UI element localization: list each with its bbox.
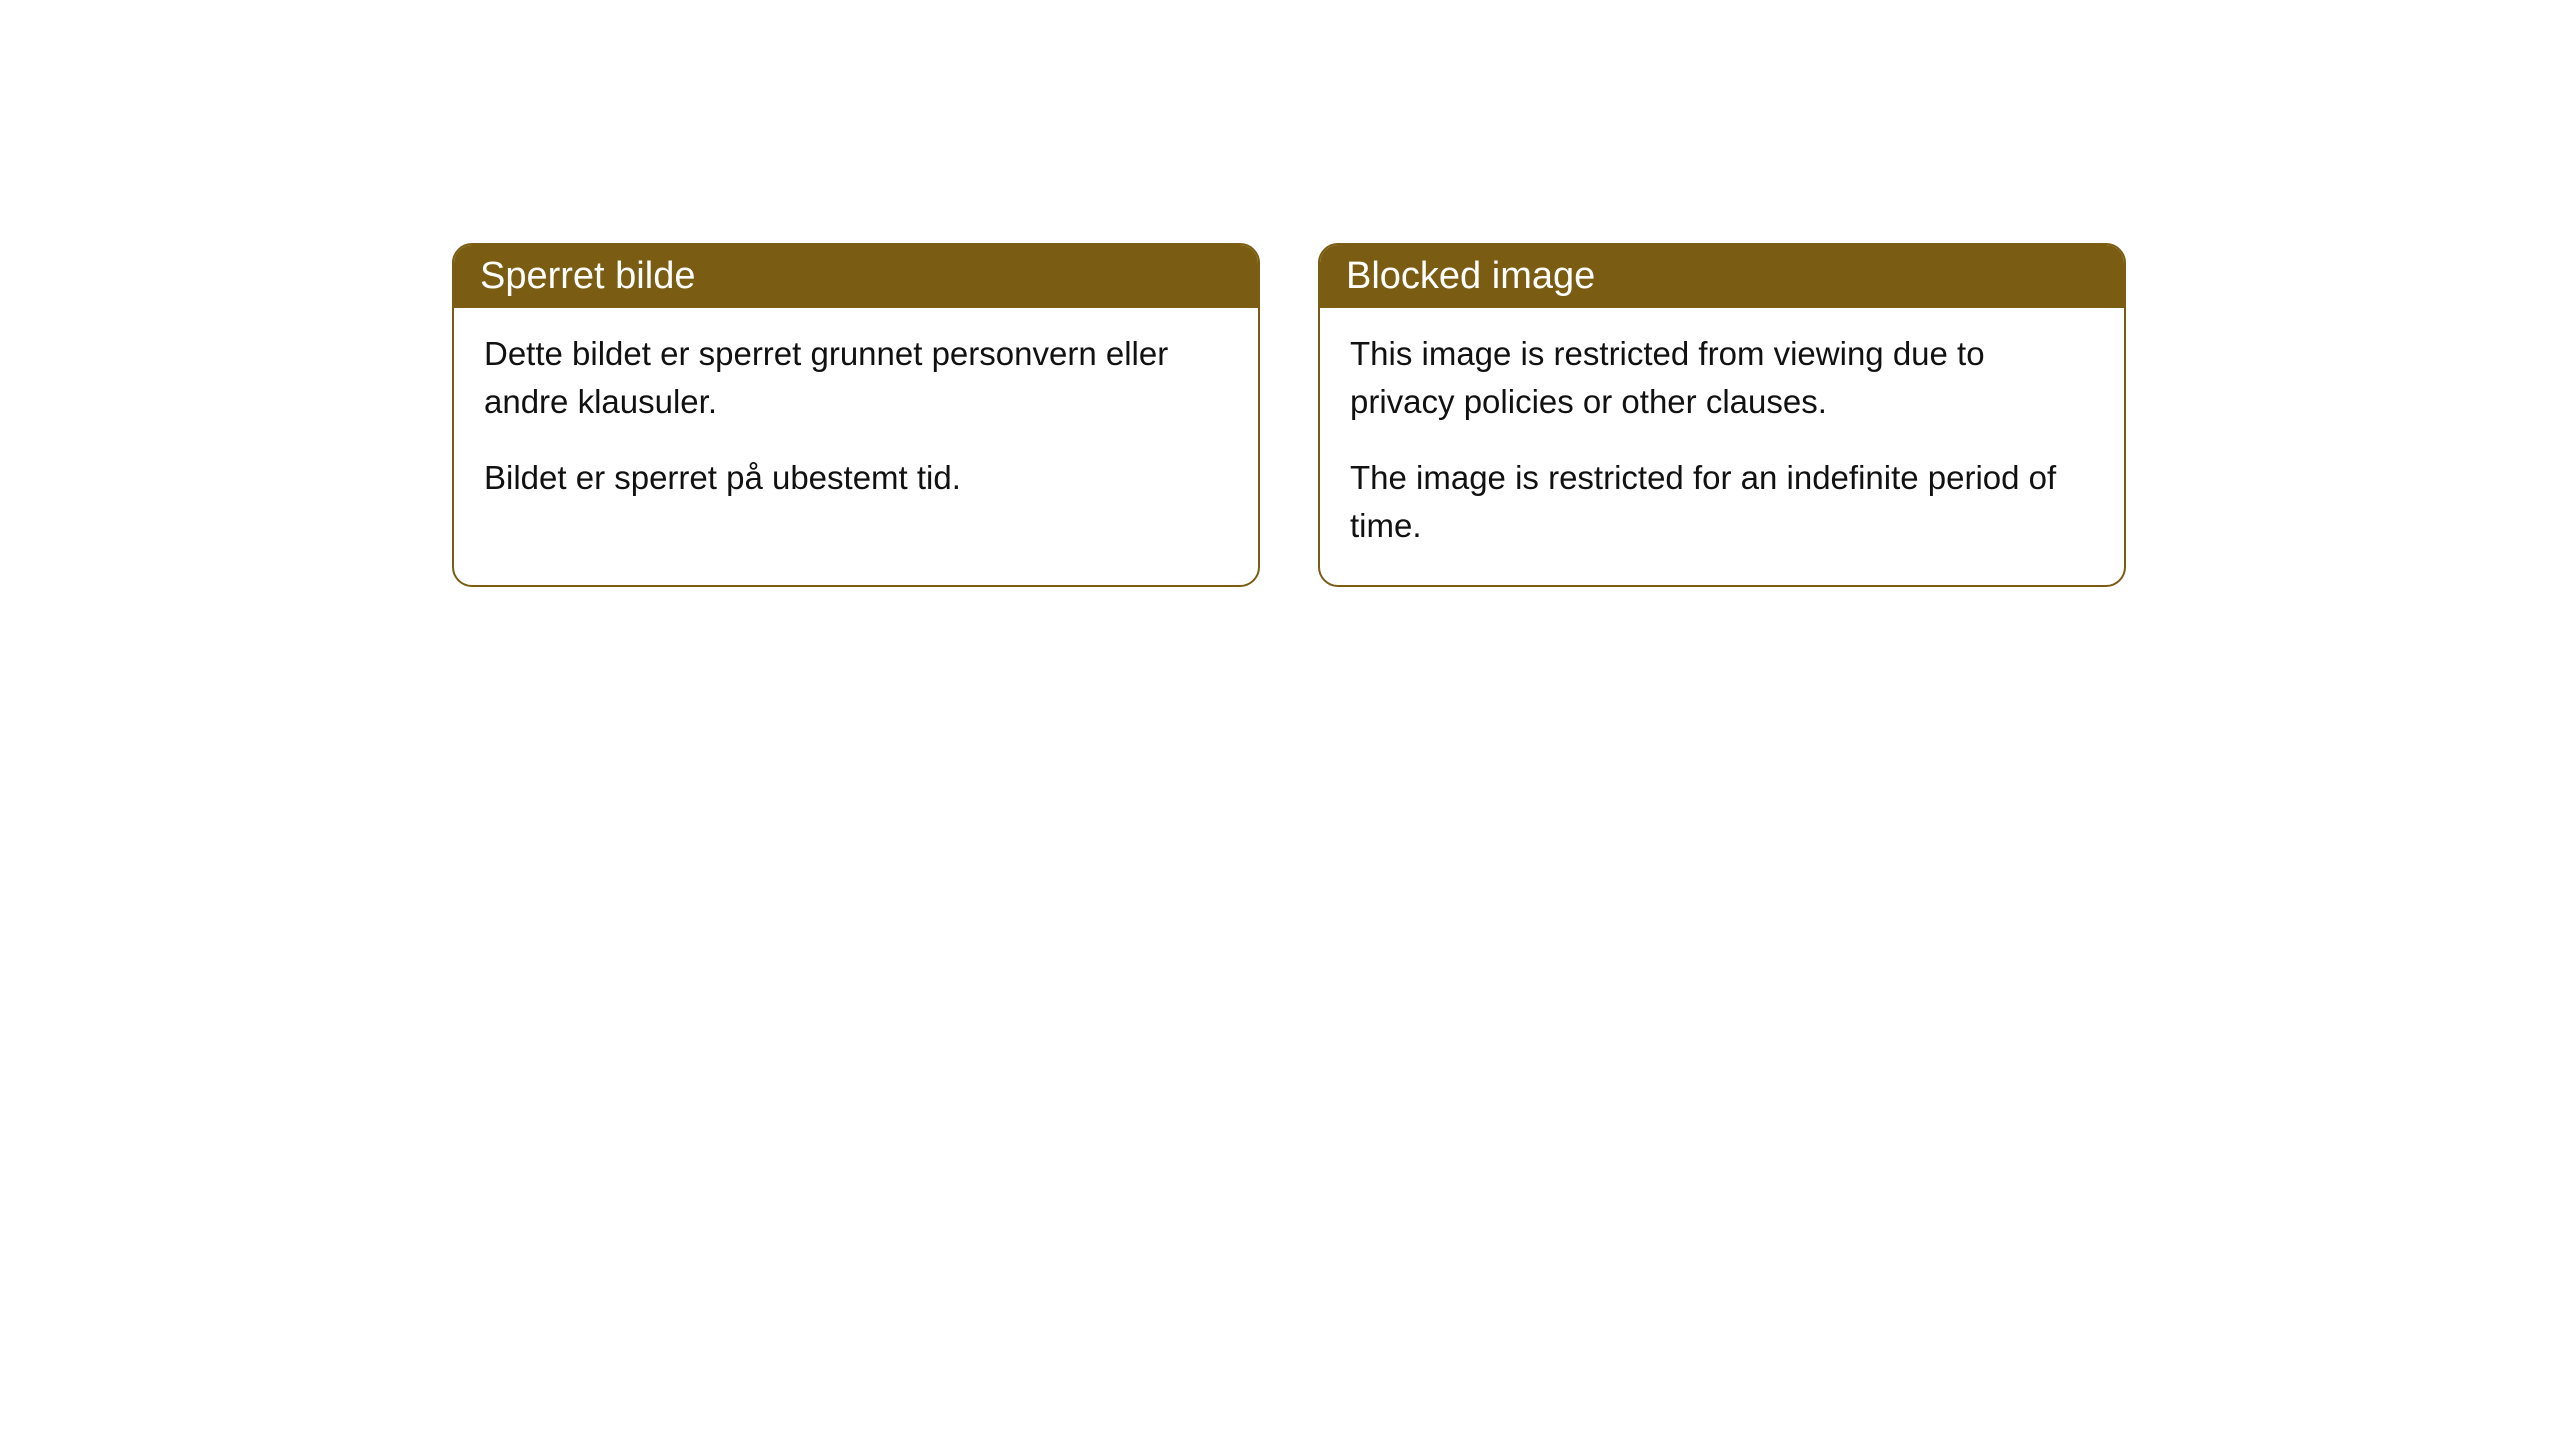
blocked-image-card-norwegian: Sperret bilde Dette bildet er sperret gr…	[452, 243, 1260, 587]
card-paragraph-1: This image is restricted from viewing du…	[1350, 330, 2094, 426]
card-paragraph-1: Dette bildet er sperret grunnet personve…	[484, 330, 1228, 426]
card-title: Blocked image	[1346, 255, 1595, 297]
blocked-image-card-english: Blocked image This image is restricted f…	[1318, 243, 2126, 587]
card-body: This image is restricted from viewing du…	[1320, 308, 2124, 585]
card-body: Dette bildet er sperret grunnet personve…	[454, 308, 1258, 538]
card-header: Blocked image	[1320, 245, 2124, 308]
card-header: Sperret bilde	[454, 245, 1258, 308]
card-title: Sperret bilde	[480, 255, 695, 297]
card-paragraph-2: Bildet er sperret på ubestemt tid.	[484, 454, 1228, 502]
card-paragraph-2: The image is restricted for an indefinit…	[1350, 454, 2094, 550]
cards-container: Sperret bilde Dette bildet er sperret gr…	[0, 0, 2560, 587]
